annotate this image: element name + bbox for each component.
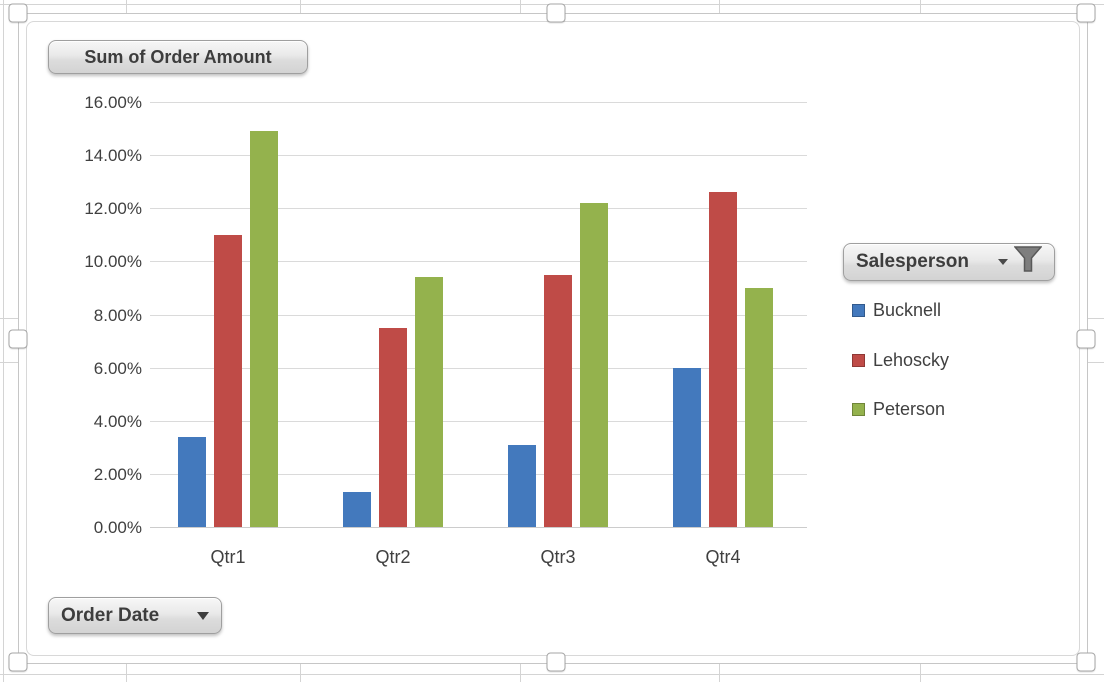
x-axis-category-label: Qtr4 xyxy=(705,547,741,567)
bar-bucknell-qtr4 xyxy=(673,367,701,527)
chart-gridline xyxy=(150,473,807,475)
bar-lehoscky-qtr2 xyxy=(379,327,407,527)
bar-peterson-qtr2 xyxy=(415,277,443,527)
bar-lehoscky-qtr3 xyxy=(544,274,572,527)
pivot-values-field-button[interactable]: Sum of Order Amount xyxy=(48,40,308,74)
legend-label: Lehoscky xyxy=(873,349,950,370)
resize-handle-middle-right[interactable] xyxy=(1076,329,1096,349)
legend-label: Bucknell xyxy=(873,300,942,320)
y-axis-tick-label: 12.00% xyxy=(84,199,142,219)
chart-gridline xyxy=(150,261,807,263)
bar-lehoscky-qtr4 xyxy=(709,192,737,527)
chart-gridline xyxy=(150,420,807,422)
legend-swatch xyxy=(852,304,865,317)
bar-peterson-qtr1 xyxy=(250,131,278,527)
resize-handle-top-right[interactable] xyxy=(1076,3,1096,23)
bar-peterson-qtr3 xyxy=(580,202,608,527)
bar-bucknell-qtr2 xyxy=(343,492,371,527)
chart-gridline xyxy=(150,367,807,369)
y-axis-tick-label: 2.00% xyxy=(93,464,142,484)
worksheet-gridline xyxy=(3,0,4,682)
y-axis-tick-label: 6.00% xyxy=(93,358,142,378)
resize-handle-top-left[interactable] xyxy=(8,3,28,23)
legend-swatch xyxy=(852,353,865,367)
y-axis-tick-label: 4.00% xyxy=(93,411,142,431)
bar-bucknell-qtr1 xyxy=(178,436,206,527)
x-axis-category-label: Qtr3 xyxy=(540,547,576,567)
pivot-values-field-label: Sum of Order Amount xyxy=(84,46,272,67)
worksheet-gridline xyxy=(0,674,1104,675)
chevron-down-icon xyxy=(998,259,1008,265)
x-axis-category-label: Qtr1 xyxy=(210,547,246,567)
chart-gridline xyxy=(150,314,807,316)
resize-handle-bottom-center[interactable] xyxy=(546,652,566,672)
bar-lehoscky-qtr1 xyxy=(214,234,242,527)
pivot-legend-filter-button[interactable]: Salesperson xyxy=(843,243,1055,281)
legend-item-bucknell: Bucknell xyxy=(852,300,941,321)
resize-handle-bottom-left[interactable] xyxy=(8,652,28,672)
pivot-axis-field-button[interactable]: Order Date xyxy=(48,597,222,634)
bar-peterson-qtr4 xyxy=(745,287,773,527)
y-axis-tick-label: 8.00% xyxy=(93,305,142,325)
funnel-filter-icon xyxy=(1013,246,1043,278)
chevron-down-icon xyxy=(197,611,209,620)
resize-handle-top-center[interactable] xyxy=(546,3,566,23)
bar-bucknell-qtr3 xyxy=(508,444,536,527)
legend-swatch xyxy=(852,403,865,416)
y-axis-tick-label: 14.00% xyxy=(84,146,142,166)
chart-gridline xyxy=(150,208,807,210)
resize-handle-bottom-right[interactable] xyxy=(1076,652,1096,672)
pivot-legend-field-label: Salesperson xyxy=(856,251,969,272)
legend-item-lehoscky: Lehoscky xyxy=(852,350,949,371)
y-axis-tick-label: 10.00% xyxy=(84,252,142,272)
pivot-axis-field-label: Order Date xyxy=(61,604,160,626)
x-axis-category-label: Qtr2 xyxy=(375,547,411,567)
resize-handle-middle-left[interactable] xyxy=(8,329,28,349)
legend-label: Peterson xyxy=(873,399,946,419)
y-axis-tick-label: 0.00% xyxy=(93,518,142,537)
y-axis-tick-label: 16.00% xyxy=(84,93,142,112)
chart-gridline xyxy=(150,102,807,103)
chart-gridline xyxy=(150,527,807,528)
chart-gridline xyxy=(150,155,807,157)
legend-item-peterson: Peterson xyxy=(852,399,945,420)
